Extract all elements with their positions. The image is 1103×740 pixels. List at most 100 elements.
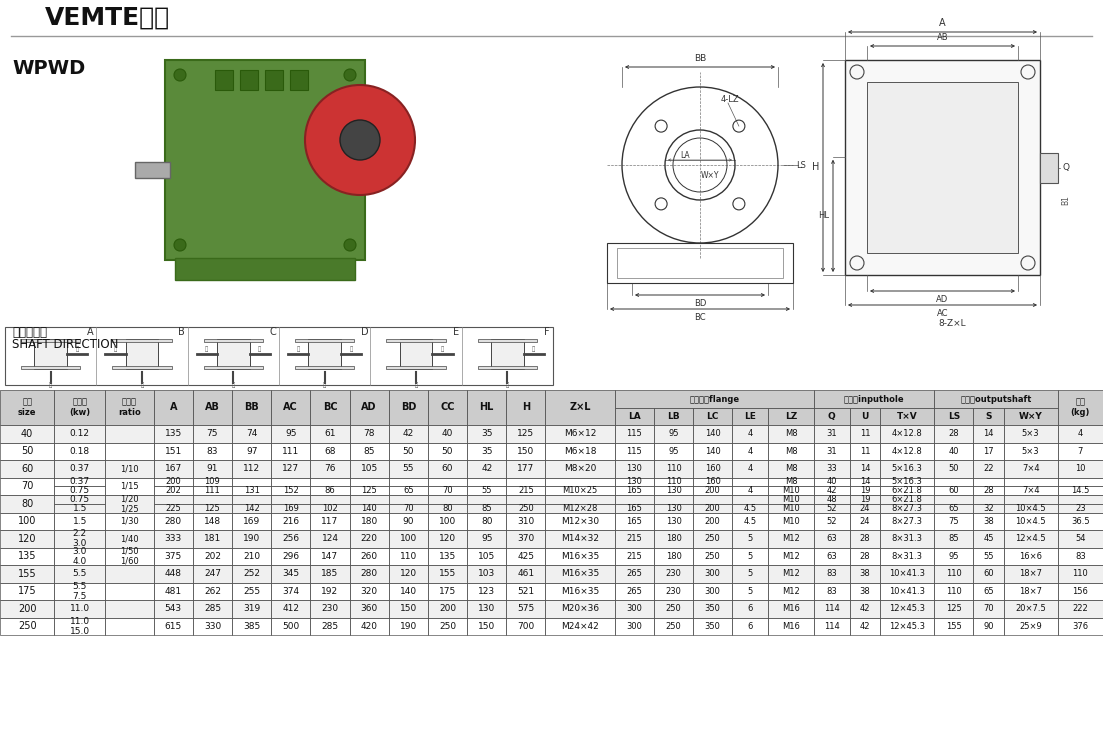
Bar bbox=[769, 425, 814, 443]
Text: 6×21.8: 6×21.8 bbox=[891, 495, 922, 504]
Bar bbox=[934, 617, 974, 635]
Bar bbox=[654, 548, 693, 565]
Text: A: A bbox=[87, 327, 94, 337]
Text: 52: 52 bbox=[826, 504, 837, 513]
Bar bbox=[614, 600, 654, 617]
Text: 轴指向表示: 轴指向表示 bbox=[12, 326, 47, 338]
Text: Z×L: Z×L bbox=[569, 403, 591, 412]
Bar bbox=[506, 600, 546, 617]
Bar bbox=[350, 617, 388, 635]
Bar bbox=[693, 443, 732, 460]
Text: 376: 376 bbox=[1072, 622, 1089, 630]
Bar bbox=[506, 582, 546, 600]
Bar bbox=[934, 390, 1058, 408]
Text: 出: 出 bbox=[75, 346, 78, 351]
Bar bbox=[1004, 565, 1058, 582]
Text: 110: 110 bbox=[399, 552, 417, 561]
Text: 55: 55 bbox=[403, 464, 414, 474]
Bar bbox=[506, 390, 546, 425]
Circle shape bbox=[344, 239, 356, 251]
Text: 225: 225 bbox=[165, 504, 181, 513]
Bar bbox=[310, 565, 350, 582]
Bar bbox=[232, 486, 271, 495]
Text: 250: 250 bbox=[518, 504, 534, 513]
Text: 250: 250 bbox=[705, 534, 720, 543]
Text: 1.5: 1.5 bbox=[73, 504, 87, 513]
Bar bbox=[428, 495, 467, 504]
Bar bbox=[388, 617, 428, 635]
Bar bbox=[1004, 486, 1058, 495]
Bar bbox=[654, 617, 693, 635]
Bar bbox=[1004, 513, 1058, 530]
Bar bbox=[506, 443, 546, 460]
Text: 110: 110 bbox=[1072, 569, 1089, 578]
Bar bbox=[693, 504, 732, 513]
Text: 出: 出 bbox=[532, 346, 535, 351]
Text: 7×4: 7×4 bbox=[1021, 464, 1039, 474]
Bar bbox=[546, 486, 614, 495]
Text: 60: 60 bbox=[442, 464, 453, 474]
Bar bbox=[54, 443, 106, 460]
Bar bbox=[386, 339, 446, 342]
Bar bbox=[467, 425, 506, 443]
Bar bbox=[654, 504, 693, 513]
Bar bbox=[350, 477, 388, 486]
Bar bbox=[153, 460, 193, 477]
Bar bbox=[1058, 513, 1103, 530]
Bar bbox=[814, 408, 849, 425]
Text: 32: 32 bbox=[983, 504, 994, 513]
Text: 8×31.3: 8×31.3 bbox=[891, 552, 922, 561]
Bar bbox=[693, 582, 732, 600]
Bar bbox=[54, 477, 106, 486]
Bar bbox=[350, 513, 388, 530]
Text: 0.75: 0.75 bbox=[69, 486, 90, 495]
Text: 5.5
7.5: 5.5 7.5 bbox=[73, 582, 87, 601]
Bar bbox=[310, 443, 350, 460]
Text: M6×18: M6×18 bbox=[564, 447, 597, 456]
Text: 180: 180 bbox=[665, 552, 682, 561]
Bar bbox=[654, 513, 693, 530]
Bar bbox=[271, 443, 310, 460]
Bar bbox=[106, 443, 153, 460]
Bar bbox=[880, 504, 934, 513]
Bar bbox=[1058, 513, 1103, 530]
Bar bbox=[546, 600, 614, 617]
Text: 4.5: 4.5 bbox=[743, 517, 757, 525]
Text: LA: LA bbox=[628, 412, 641, 421]
Bar bbox=[506, 565, 546, 582]
Bar bbox=[814, 565, 849, 582]
Bar bbox=[934, 504, 974, 513]
Bar bbox=[232, 443, 271, 460]
Text: 169: 169 bbox=[282, 504, 299, 513]
Bar bbox=[693, 617, 732, 635]
Text: 40: 40 bbox=[442, 429, 453, 438]
Text: 148: 148 bbox=[204, 517, 221, 525]
Text: H: H bbox=[522, 403, 529, 412]
Bar bbox=[814, 477, 849, 486]
Text: 出: 出 bbox=[114, 346, 117, 351]
Bar bbox=[769, 600, 814, 617]
Bar bbox=[350, 460, 388, 477]
Bar bbox=[506, 495, 546, 504]
Bar bbox=[310, 617, 350, 635]
Text: 10×4.5: 10×4.5 bbox=[1016, 517, 1046, 525]
Bar bbox=[428, 477, 467, 486]
Bar bbox=[880, 408, 934, 425]
Bar bbox=[232, 460, 271, 477]
Text: 230: 230 bbox=[321, 605, 339, 613]
Bar bbox=[614, 495, 654, 504]
Bar bbox=[217, 339, 249, 369]
Bar bbox=[769, 582, 814, 600]
Text: 385: 385 bbox=[243, 622, 260, 630]
Bar bbox=[934, 443, 974, 460]
Bar bbox=[880, 443, 934, 460]
Bar bbox=[428, 477, 467, 486]
Bar bbox=[0, 530, 54, 548]
Bar bbox=[310, 600, 350, 617]
Text: 112: 112 bbox=[243, 464, 260, 474]
Bar bbox=[232, 548, 271, 565]
Text: 23: 23 bbox=[1075, 504, 1085, 513]
Bar bbox=[974, 486, 1004, 495]
Text: M12: M12 bbox=[782, 552, 800, 561]
Bar bbox=[880, 486, 934, 495]
